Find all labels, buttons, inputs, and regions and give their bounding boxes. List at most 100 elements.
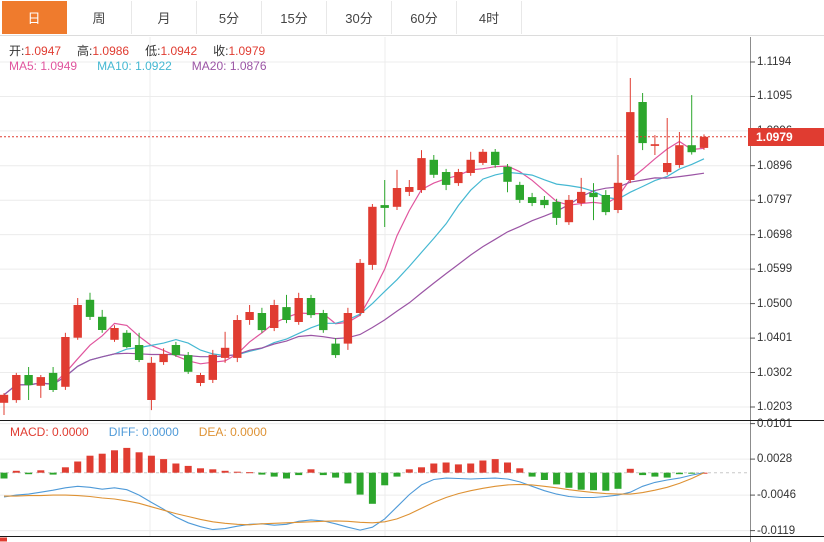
candle <box>85 299 95 317</box>
period-tab-5[interactable]: 30分 <box>327 1 392 34</box>
price-tick-label: 1.0698 <box>757 228 793 241</box>
candle <box>663 163 672 173</box>
macd-bar <box>553 472 561 485</box>
candle <box>503 166 512 182</box>
candle <box>48 372 58 390</box>
candle <box>331 343 340 356</box>
macd-bar <box>651 472 659 477</box>
price-tick-label: 1.0302 <box>757 366 793 379</box>
macd-bar <box>602 472 610 491</box>
candle <box>343 313 353 344</box>
macd-bar <box>442 462 450 473</box>
candle <box>392 188 402 207</box>
period-tab-6[interactable]: 60分 <box>392 1 457 34</box>
low-value: 1.0942 <box>160 44 198 58</box>
candle <box>687 145 696 153</box>
macd-bar <box>86 455 94 473</box>
macd-bar <box>479 460 487 473</box>
macd-bar <box>332 472 340 478</box>
ohlc-legend: 开:1.0947 高:1.0986 低:1.0942 收:1.0979 <box>9 42 281 59</box>
candle <box>601 195 610 213</box>
candle <box>577 191 586 203</box>
price-tick-label: 1.0896 <box>757 159 793 172</box>
candle <box>73 305 82 338</box>
candle <box>270 305 279 328</box>
macd-bar <box>663 472 671 478</box>
macd-bar <box>565 472 573 488</box>
price-tick-label: 1.0203 <box>757 400 793 413</box>
macd-bar <box>246 472 254 474</box>
candle <box>441 172 451 185</box>
candle <box>98 316 107 330</box>
ma-legend: MA5: 1.0949 MA10: 1.0922 MA20: 1.0876 <box>9 59 287 73</box>
ma10-line <box>3 158 705 396</box>
macd-bar <box>270 472 278 477</box>
macd-bar <box>283 472 290 479</box>
macd-bar <box>381 472 389 486</box>
candle <box>184 355 193 372</box>
candle <box>110 328 119 340</box>
macd-bar <box>12 470 20 473</box>
candle <box>466 159 475 173</box>
candle <box>478 151 488 163</box>
candle <box>134 345 144 360</box>
macd-bar <box>540 472 548 480</box>
period-tab-3[interactable]: 5分 <box>197 1 262 34</box>
candle <box>552 201 561 218</box>
macd-bar <box>344 472 352 484</box>
candle <box>24 375 33 386</box>
macd-bar <box>516 468 524 473</box>
ma20-legend: MA20: 1.0876 <box>191 59 267 73</box>
macd-bar <box>160 459 168 473</box>
macd-bar <box>135 452 143 473</box>
low-label: 低: <box>145 44 161 58</box>
macd-bar <box>504 462 511 473</box>
period-toolbar: 日周月 5分 15分 30分 60分 4时 <box>0 0 824 36</box>
macd-bar <box>430 463 438 473</box>
high-value: 1.0986 <box>92 44 130 58</box>
macd-bar <box>418 467 425 473</box>
period-tab-0[interactable]: 日 <box>2 1 67 34</box>
close-value: 1.0979 <box>228 44 266 58</box>
macd-bar <box>209 469 217 473</box>
price-tick-label: 1.0500 <box>757 297 793 310</box>
macd-bar <box>147 455 155 473</box>
candle <box>429 159 438 175</box>
candle <box>220 347 230 358</box>
candle <box>515 184 524 200</box>
candle <box>233 320 242 358</box>
candle <box>282 307 291 320</box>
candle <box>540 199 549 206</box>
macd-bar <box>590 472 597 491</box>
candle <box>36 377 45 386</box>
macd-tick-label: -0.0119 <box>757 524 796 537</box>
candle <box>257 313 267 331</box>
macd-bar <box>49 472 57 475</box>
period-tab-4[interactable]: 15分 <box>262 1 327 34</box>
chart-area[interactable]: 开:1.0947 高:1.0986 低:1.0942 收:1.0979 MA5: 1.… <box>0 37 824 542</box>
dea-value-legend: DEA: 0.0000 <box>198 425 267 439</box>
candle <box>405 187 414 192</box>
candlestick-plot <box>0 37 824 542</box>
candle <box>122 332 131 348</box>
macd-bar <box>319 472 327 476</box>
candle <box>564 199 574 223</box>
candle <box>380 205 389 208</box>
price-tick-label: 1.1194 <box>757 56 792 68</box>
period-tab-7[interactable]: 4时 <box>457 1 522 34</box>
macd-bar <box>368 472 376 504</box>
macd-bar <box>258 472 266 475</box>
price-tick-label: 1.0401 <box>757 332 793 345</box>
macd-bar <box>675 472 683 475</box>
period-tab-1[interactable]: 周 <box>67 1 132 34</box>
candle <box>159 354 168 363</box>
macd-legend: MACD: 0.0000 DIFF: 0.0000 DEA: 0.0000 <box>10 425 287 439</box>
period-tab-2[interactable]: 月 <box>132 1 197 34</box>
candle <box>306 298 316 316</box>
ma10-legend: MA10: 1.0922 <box>97 59 172 73</box>
open-value: 1.0947 <box>24 44 62 58</box>
macd-bar <box>491 459 499 473</box>
candle <box>147 362 156 400</box>
candle <box>675 145 684 165</box>
macd-value-legend: MACD: 0.0000 <box>10 425 89 439</box>
